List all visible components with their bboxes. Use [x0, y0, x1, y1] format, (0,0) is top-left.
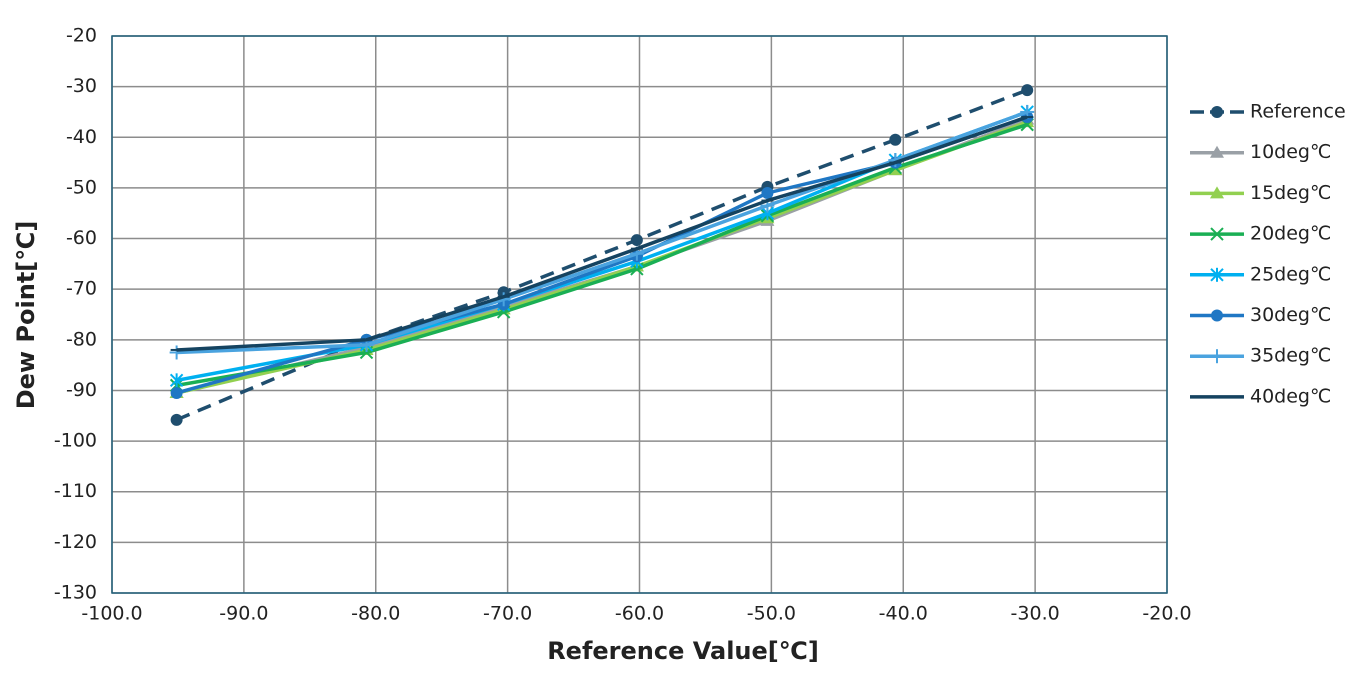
- marker: [630, 234, 643, 247]
- legend-label: 30deg℃: [1250, 304, 1331, 326]
- marker: [1210, 349, 1224, 364]
- y-tick-label: -90: [66, 379, 97, 401]
- marker: [761, 186, 774, 199]
- x-tick-label: -90.0: [219, 603, 268, 625]
- marker: [1211, 309, 1223, 322]
- y-tick-label: -120: [54, 531, 97, 553]
- legend-label: 15deg℃: [1250, 182, 1331, 204]
- y-tick-label: -30: [66, 75, 97, 97]
- marker: [170, 413, 183, 426]
- y-tick-label: -50: [66, 176, 97, 198]
- x-tick-label: -30.0: [1011, 603, 1060, 625]
- series-line: [176, 110, 1028, 355]
- legend-label: 40deg℃: [1250, 385, 1331, 407]
- marker: [1210, 186, 1224, 199]
- marker: [169, 373, 184, 388]
- legend-label: 35deg℃: [1250, 345, 1331, 367]
- y-tick-label: -110: [54, 480, 97, 502]
- x-tick-label: -40.0: [879, 603, 928, 625]
- marker: [1210, 227, 1224, 241]
- marker: [1210, 145, 1224, 158]
- y-tick-label: -60: [66, 227, 97, 249]
- x-tick-label: -100.0: [81, 603, 142, 625]
- x-axis-title: Reference Value[℃]: [547, 637, 819, 665]
- x-tick-label: -20.0: [1142, 603, 1191, 625]
- series-line: [176, 115, 1028, 352]
- legend-label: 25deg℃: [1250, 263, 1331, 285]
- x-tick-label: -70.0: [483, 603, 532, 625]
- x-tick-label: -80.0: [351, 603, 400, 625]
- marker: [1211, 106, 1223, 118]
- y-axis-title: Dew Point[℃]: [12, 221, 40, 410]
- y-tick-label: -70: [66, 278, 97, 300]
- y-tick-label: -40: [66, 126, 97, 148]
- y-tick-label: -20: [66, 25, 97, 47]
- plot-border: [111, 35, 1168, 594]
- y-tick-label: -100: [54, 430, 97, 452]
- marker: [1210, 267, 1224, 282]
- legend-label: 20deg℃: [1250, 223, 1331, 245]
- marker: [170, 386, 183, 399]
- y-tick-label: -80: [66, 328, 97, 350]
- y-tick-label: -130: [54, 582, 97, 604]
- legend-label: 10deg℃: [1250, 141, 1331, 163]
- marker: [169, 345, 184, 360]
- x-tick-label: -60.0: [615, 603, 664, 625]
- marker: [889, 133, 902, 146]
- marker: [1021, 84, 1034, 97]
- legend-label: Reference: [1250, 101, 1346, 123]
- x-tick-label: -50.0: [747, 603, 796, 625]
